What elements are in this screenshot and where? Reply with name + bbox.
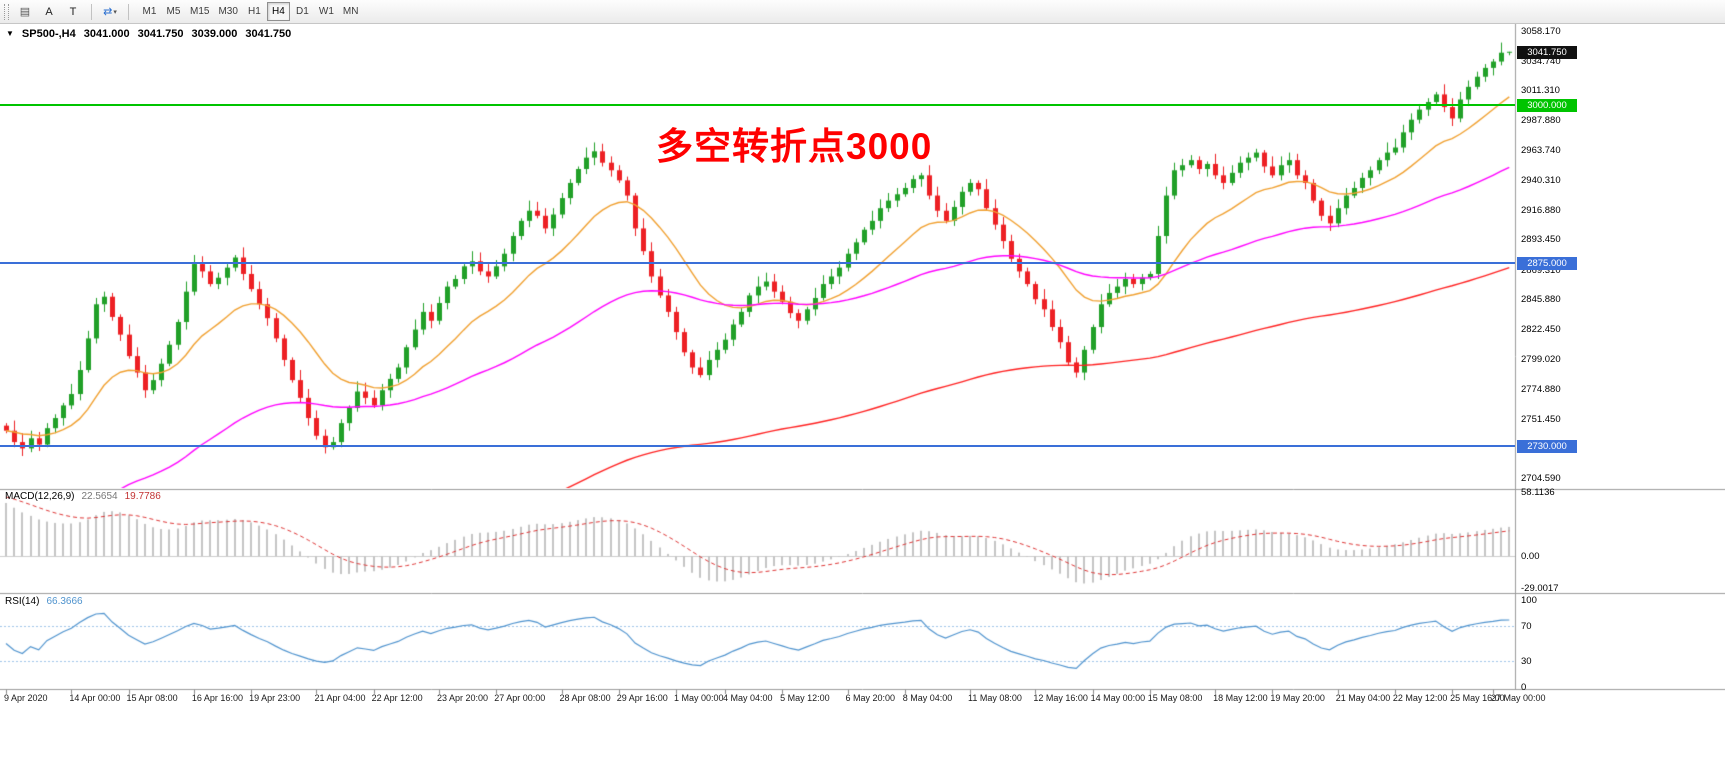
timeframe-m1-button[interactable]: M1 bbox=[142, 6, 157, 17]
time-axis-label: 22 May 12:00 bbox=[1392, 693, 1448, 703]
price-axis-label: 2940.310 bbox=[1521, 175, 1561, 186]
ohlc-open-value: 3041.000 bbox=[83, 28, 130, 40]
rsi-axis-label: 0 bbox=[1521, 682, 1527, 693]
toolbar-separator bbox=[128, 3, 129, 20]
rsi-axis-label: 70 bbox=[1521, 621, 1532, 633]
macd-indicator-label: MACD(12,26,9) 22.5654 19.7786 bbox=[5, 491, 161, 502]
time-axis-label: 25 May 16:00 bbox=[1450, 693, 1505, 703]
rsi-value: 66.3666 bbox=[46, 596, 83, 607]
time-axis-label: 18 May 12:00 bbox=[1213, 693, 1268, 703]
time-axis-label: 21 May 04:00 bbox=[1335, 693, 1391, 703]
price-axis-label: 2893.450 bbox=[1521, 234, 1561, 246]
time-axis-label: 5 May 12:00 bbox=[780, 693, 830, 703]
price-axis-label: 2869.310 bbox=[1521, 264, 1561, 276]
time-axis-label: 15 May 08:00 bbox=[1147, 693, 1203, 703]
time-axis-label: 27 Apr 00:00 bbox=[494, 693, 546, 703]
time-axis-label: 4 May 04:00 bbox=[722, 693, 773, 703]
price-badge-2875.000: 2875.000 bbox=[1517, 256, 1577, 270]
timeframe-buttons: M1 M5 M15 M30 H1 H4 D1 W1 MN bbox=[138, 2, 362, 21]
time-axis-label: 8 May 04:00 bbox=[902, 693, 953, 703]
macd-main-value: 22.5654 bbox=[81, 491, 118, 502]
toolbar-separator bbox=[91, 3, 92, 20]
rsi-axis-label: 30 bbox=[1521, 655, 1532, 667]
time-axis-label: 19 May 20:00 bbox=[1270, 693, 1325, 703]
time-axis-label: 22 Apr 12:00 bbox=[371, 693, 423, 703]
price-axis-label: 2845.880 bbox=[1521, 294, 1561, 306]
chart-area: 3058.170 3034.740 3011.310 2987.880 2963.740… bbox=[0, 24, 1725, 783]
price-axis-label: 2799.020 bbox=[1521, 353, 1561, 365]
time-axis-label: 9 Apr 2020 bbox=[4, 693, 48, 703]
symbol-cycle-tool-button[interactable]: ⇄ ▾ bbox=[99, 2, 121, 22]
macd-axis-label: -29.0017 bbox=[1521, 582, 1559, 594]
time-axis-label: 12 May 16:00 bbox=[1033, 693, 1088, 703]
time-axis-label: 23 Apr 20:00 bbox=[437, 693, 489, 703]
timeframe-m15-button[interactable]: M15 bbox=[190, 6, 210, 17]
price-axis-label: 2987.880 bbox=[1521, 114, 1561, 126]
time-axis-label: 27 May 00:00 bbox=[1490, 693, 1546, 703]
time-axis-label: 19 Apr 23:00 bbox=[249, 693, 301, 703]
macd-axis-label: 58.1136 bbox=[1521, 487, 1555, 499]
horizontal-line-2730.000[interactable] bbox=[0, 444, 1515, 447]
annotation-text[interactable]: 多空转折点3000 bbox=[656, 126, 933, 167]
rsi-title: RSI(14) bbox=[5, 596, 40, 607]
toolbar-grip[interactable] bbox=[4, 3, 9, 20]
time-axis-label: 1 May 00:00 bbox=[673, 693, 724, 703]
collapse-chart-icon[interactable]: ▼ bbox=[6, 28, 14, 38]
ohlc-close-value: 3041.750 bbox=[245, 28, 292, 40]
time-axis-label: 16 Apr 16:00 bbox=[191, 693, 243, 703]
time-axis-label: 28 Apr 08:00 bbox=[559, 693, 611, 703]
price-badge-2730.000: 2730.000 bbox=[1517, 439, 1577, 453]
timeframe-h4-button[interactable]: H4 bbox=[266, 2, 290, 21]
symbol-timeframe-label: SP500-,H4 bbox=[21, 28, 76, 40]
current-price-badge: 3041.750 bbox=[1517, 45, 1577, 59]
price-axis-label: 2822.450 bbox=[1521, 324, 1561, 335]
dropdown-caret-icon: ▾ bbox=[113, 8, 117, 16]
price-axis-label: 3034.740 bbox=[1521, 55, 1561, 67]
annotation-letter-tool-icon: A bbox=[45, 5, 53, 18]
annotation-letter-tool-button[interactable]: A bbox=[38, 2, 60, 22]
toolbar: ▤ A T ⇄ ▾ M1 M5 M15 M30 H1 H4 D1 W1 MN bbox=[0, 0, 1725, 24]
time-axis-label: 14 May 00:00 bbox=[1090, 693, 1146, 703]
price-axis-label: 2963.740 bbox=[1521, 145, 1561, 157]
price-axis-label: 3058.170 bbox=[1521, 26, 1561, 37]
horizontal-line-3000.000[interactable] bbox=[0, 103, 1515, 106]
horizontal-line-2875.000[interactable] bbox=[0, 261, 1515, 264]
text-label-tool-button[interactable]: T bbox=[62, 2, 84, 22]
rsi-indicator-label: RSI(14) 66.3666 bbox=[5, 596, 83, 607]
macd-signal-value: 19.7786 bbox=[124, 491, 161, 502]
symbol-cycle-tool-icon: ⇄ bbox=[103, 6, 113, 18]
price-axis-label: 2774.880 bbox=[1521, 384, 1561, 396]
text-label-tool-icon: T bbox=[69, 5, 77, 18]
timeframe-w1-button[interactable]: W1 bbox=[318, 6, 334, 17]
time-axis-label: 15 Apr 08:00 bbox=[126, 693, 178, 703]
time-axis-label: 11 May 08:00 bbox=[968, 693, 1022, 703]
price-axis-label: 2916.880 bbox=[1521, 204, 1561, 216]
price-axis-label: 2751.450 bbox=[1521, 413, 1561, 425]
timeframe-mn-button[interactable]: MN bbox=[342, 6, 359, 17]
chart-window-tool-button[interactable]: ▤ bbox=[14, 2, 36, 22]
toolbar-tools: ▤ A T ⇄ ▾ bbox=[14, 2, 134, 22]
macd-title: MACD(12,26,9) bbox=[5, 491, 75, 502]
macd-axis-label: 0.00 bbox=[1521, 551, 1540, 562]
timeframe-m5-button[interactable]: M5 bbox=[166, 6, 181, 17]
timeframe-h1-button[interactable]: H1 bbox=[248, 6, 261, 17]
time-axis-label: 29 Apr 16:00 bbox=[616, 693, 668, 703]
time-axis-label: 6 May 20:00 bbox=[845, 693, 896, 703]
rsi-axis-label: 100 bbox=[1521, 595, 1537, 606]
timeframe-d1-button[interactable]: D1 bbox=[296, 6, 309, 17]
timeframe-m30-button[interactable]: M30 bbox=[218, 6, 238, 17]
price-axis-label: 2704.590 bbox=[1521, 473, 1561, 484]
chart-window-tool-icon: ▤ bbox=[19, 6, 31, 18]
chart-header: ▼ SP500-,H4 3041.000 3041.750 3039.000 3… bbox=[6, 28, 291, 40]
price-chart-canvas[interactable] bbox=[0, 24, 1725, 783]
price-badge-3000.000: 3000.000 bbox=[1517, 98, 1577, 112]
ohlc-high-value: 3041.750 bbox=[137, 28, 184, 40]
time-axis-label: 14 Apr 00:00 bbox=[69, 693, 121, 703]
time-axis-label: 21 Apr 04:00 bbox=[314, 693, 366, 703]
ohlc-low-value: 3039.000 bbox=[191, 28, 238, 40]
price-axis-label: 3011.310 bbox=[1521, 85, 1560, 97]
